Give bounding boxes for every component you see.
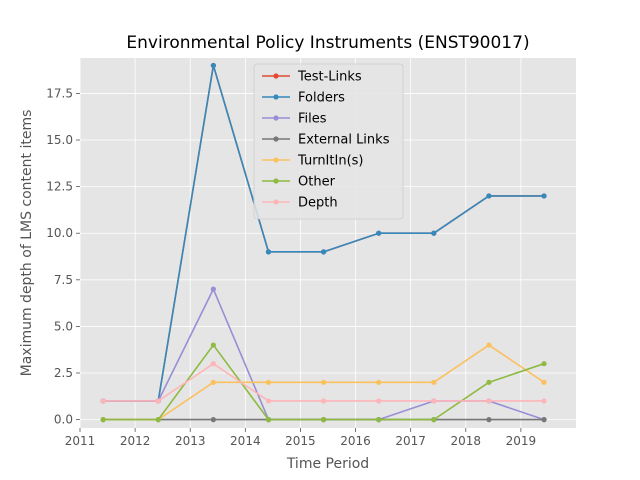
data-point — [210, 361, 216, 367]
y-tick-label: 15.0 — [46, 133, 73, 147]
data-point — [486, 398, 492, 404]
data-point — [431, 230, 437, 236]
data-point — [376, 398, 382, 404]
legend-item: Test-Links — [262, 70, 362, 85]
legend-label: Test-Links — [297, 70, 362, 85]
data-point — [265, 249, 272, 255]
data-point — [100, 398, 106, 404]
y-axis-label: Maximum depth of LMS content items — [19, 110, 35, 377]
legend-label: TurnItIn(s) — [297, 154, 363, 169]
legend-item: TurnItIn(s) — [262, 154, 363, 169]
x-tick-label: 2017 — [395, 434, 426, 448]
data-point — [320, 249, 327, 255]
data-point — [210, 342, 216, 348]
legend-label: External Links — [298, 133, 390, 148]
data-point — [486, 193, 492, 199]
legend-marker — [273, 178, 279, 184]
data-point — [486, 417, 492, 423]
legend-box — [253, 63, 404, 220]
chart-title: Environmental Policy Instruments (ENST90… — [126, 33, 529, 53]
legend-label: Files — [298, 112, 327, 127]
y-tick-label: 0.0 — [54, 413, 73, 427]
data-point — [320, 379, 327, 385]
x-tick-label: 2018 — [451, 434, 482, 448]
x-tick-label: 2011 — [65, 434, 96, 448]
legend: Test-Links Folders Files External Links Turn… — [253, 63, 404, 220]
ticks: 2011 2012 2013 2014 2015 2016 2017 2018 2019 0.0 2… — [46, 86, 536, 448]
x-tick-label: 2013 — [175, 434, 206, 448]
data-point — [486, 379, 492, 385]
legend-item: External Links — [262, 133, 390, 148]
data-point — [210, 379, 216, 385]
y-tick-label: 17.5 — [46, 86, 73, 100]
data-point — [265, 398, 272, 404]
data-point — [376, 417, 382, 423]
data-point — [541, 379, 547, 385]
data-point — [320, 398, 327, 404]
data-point — [541, 361, 547, 367]
legend-marker — [273, 157, 279, 163]
legend-item: Other — [262, 175, 336, 190]
data-point — [210, 286, 216, 292]
y-tick-label: 12.5 — [46, 180, 73, 194]
x-tick-label: 2014 — [230, 434, 261, 448]
x-tick-label: 2016 — [340, 434, 371, 448]
data-point — [210, 62, 216, 69]
legend-label: Folders — [298, 91, 345, 106]
legend-item: Depth — [262, 196, 338, 211]
data-point — [431, 417, 437, 423]
data-point — [155, 417, 161, 423]
data-point — [541, 193, 547, 199]
data-point — [265, 417, 272, 423]
data-point — [376, 230, 382, 236]
y-tick-label: 5.0 — [54, 319, 73, 333]
data-point — [265, 379, 272, 385]
data-point — [431, 379, 437, 385]
series-6 — [100, 361, 547, 404]
series-group — [100, 62, 547, 423]
data-point — [541, 417, 547, 423]
data-point — [210, 417, 216, 423]
data-point — [320, 417, 327, 423]
x-tick-label: 2012 — [120, 434, 151, 448]
legend-marker — [273, 115, 279, 121]
data-point — [431, 398, 437, 404]
legend-label: Other — [298, 175, 336, 190]
y-tick-label: 2.5 — [54, 366, 73, 380]
data-point — [155, 398, 161, 404]
legend-marker — [273, 94, 279, 100]
data-point — [486, 342, 492, 348]
legend-item: Files — [262, 112, 327, 127]
legend-marker — [273, 136, 279, 142]
legend-item: Folders — [262, 91, 345, 106]
legend-marker — [273, 73, 279, 79]
data-point — [541, 398, 547, 404]
data-point — [100, 417, 106, 423]
legend-label: Depth — [298, 196, 338, 211]
y-tick-label: 7.5 — [54, 273, 73, 287]
y-tick-label: 10.0 — [46, 226, 73, 240]
series-5 — [100, 342, 547, 423]
data-point — [376, 379, 382, 385]
x-tick-label: 2019 — [506, 434, 537, 448]
legend-marker — [273, 199, 279, 205]
x-axis-label: Time Period — [286, 456, 369, 472]
x-tick-label: 2015 — [285, 434, 316, 448]
